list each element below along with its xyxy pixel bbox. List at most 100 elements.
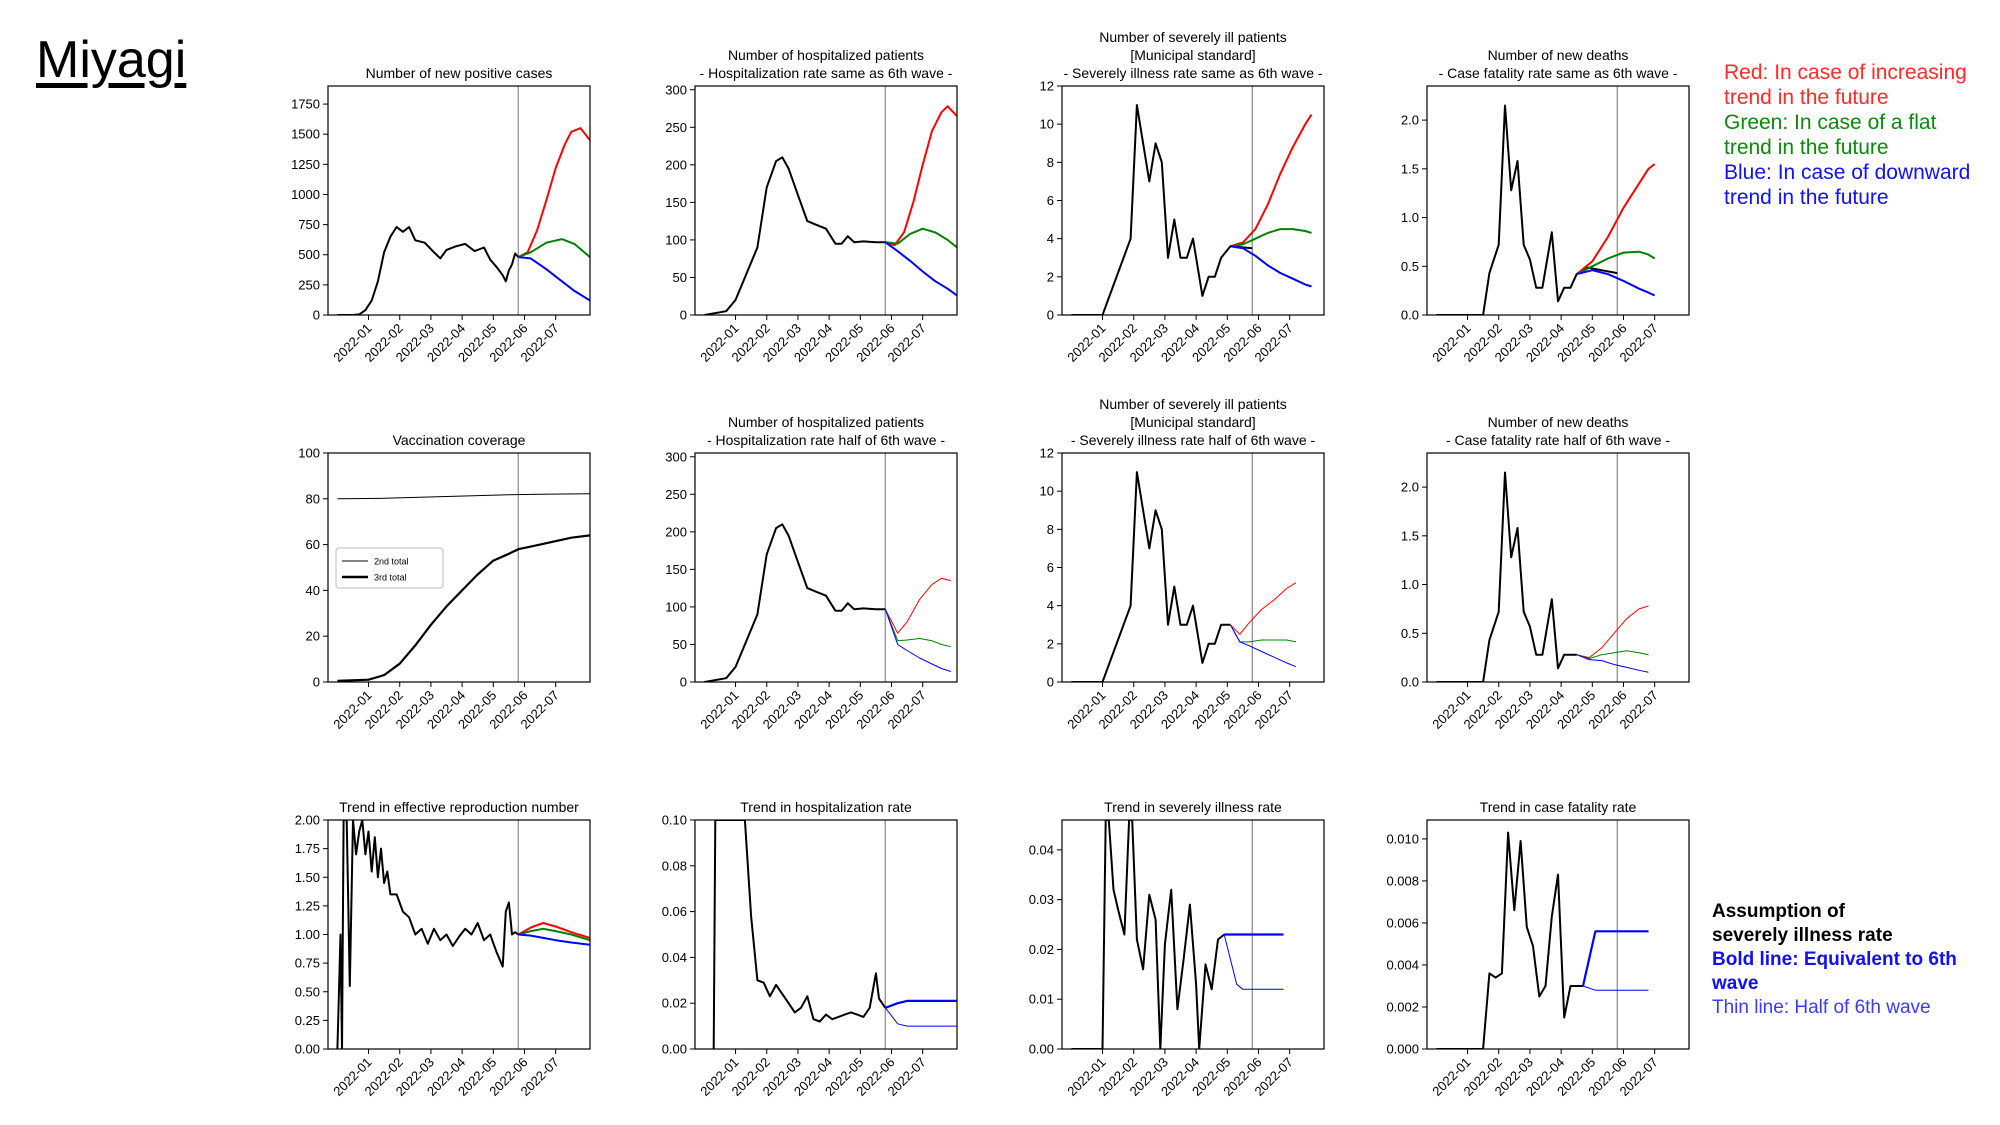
series-group (337, 127, 590, 315)
series-line-blue (518, 933, 590, 946)
y-tick-label: 0 (1047, 675, 1054, 690)
chart-hosp-rate-trend: Trend in hospitalization rate 0.00 0.02 0.0… (662, 799, 958, 1099)
y-tick-label: 10 (1040, 484, 1054, 499)
chart-deaths-half: Number of new deaths - Case fatality rate… (1401, 414, 1690, 732)
series-line-green (518, 927, 590, 942)
chart-title: - Severely illness rate half of 6th wave… (1071, 432, 1316, 448)
inner-legend-label: 2nd total (374, 557, 409, 567)
y-tick-label: 0.00 (662, 1042, 687, 1057)
y-tick-label: 4 (1047, 231, 1054, 246)
series-line-green (884, 609, 951, 648)
y-tick-label: 8 (1047, 522, 1054, 537)
y-tick-label: 0.04 (662, 950, 687, 965)
assumption-bold-1: Bold line: Equivalent to 6th (1712, 949, 1957, 970)
y-tick-label: 80 (306, 491, 320, 506)
y-tick-label: 2.00 (295, 813, 320, 828)
chart-hospitalized-half: Number of hospitalized patients - Hospita… (665, 414, 958, 732)
scenario-legend: Red: In case of increasing trend in the … (1724, 60, 1970, 210)
y-tick-label: 0.00 (295, 1042, 320, 1057)
chart-vaccination: Vaccination coverage0204060801002022-012… (298, 432, 591, 732)
y-tick-label: 0.02 (1029, 942, 1054, 957)
chart-new-positive-cases: Number of new positive cases 0 250 500 750 10… (291, 65, 591, 365)
plot-frame (327, 819, 591, 1050)
legend-blue-line-2: trend in the future (1724, 186, 1889, 209)
y-tick-label: 2 (1047, 636, 1054, 651)
y-tick-label: 200 (665, 524, 687, 539)
chart-title: Trend in effective reproduction number (339, 799, 579, 815)
chart-title: - Case fatality rate same as 6th wave - (1439, 65, 1678, 81)
y-tick-label: 12 (1040, 446, 1054, 461)
y-tick-label: 1.0 (1401, 577, 1419, 592)
plot-frame (694, 85, 958, 316)
y-tick-label: 0.5 (1401, 259, 1419, 274)
series-line-black (1436, 471, 1577, 682)
series-line-black (1436, 831, 1583, 1049)
y-tick-label: 0 (680, 675, 687, 690)
series-line-red (884, 105, 957, 247)
series-group (1436, 471, 1649, 682)
series-group (1071, 104, 1313, 315)
plot-frame (1061, 819, 1325, 1050)
chart-rt-trend: Trend in effective reproduction number 0.… (295, 799, 591, 1099)
series-line-green (1230, 228, 1312, 248)
y-tick-label: 0.10 (662, 813, 687, 828)
legend-red-line-2: trend in the future (1724, 86, 1889, 109)
series-line-black (1071, 820, 1225, 1049)
y-tick-label: 500 (298, 247, 320, 262)
series-line-black (337, 493, 590, 500)
y-tick-label: 100 (665, 599, 687, 614)
series-line-black (712, 820, 887, 1049)
series-line-red (1230, 114, 1313, 248)
y-tick-label: 1.75 (295, 841, 320, 856)
y-tick-label: 0.0 (1401, 675, 1419, 690)
chart-title: - Case fatality rate half of 6th wave - (1446, 432, 1670, 448)
y-tick-label: 100 (665, 232, 687, 247)
plot-frame (1426, 85, 1690, 316)
y-tick-label: 1.50 (295, 870, 320, 885)
series-line-green (885, 227, 957, 249)
chart-title: Number of hospitalized patients (728, 414, 924, 430)
y-tick-label: 0.03 (1029, 892, 1054, 907)
y-tick-label: 0.004 (1386, 957, 1419, 972)
y-tick-label: 0 (313, 308, 320, 323)
series-line-black (704, 523, 886, 682)
chart-title: Number of hospitalized patients (728, 47, 924, 63)
series-line-blue (1576, 269, 1656, 297)
chart-title: Number of new deaths (1488, 414, 1629, 430)
y-tick-label: 0 (680, 308, 687, 323)
series-group (337, 493, 590, 682)
series-line-green (1576, 650, 1649, 660)
series-line-blue (884, 609, 951, 672)
chart-title: Vaccination coverage (393, 432, 526, 448)
series-line-blue (884, 241, 957, 297)
assumption-bold-2: wave (1712, 973, 1759, 994)
chart-title: Number of severely ill patients (1099, 396, 1287, 412)
y-tick-label: 150 (665, 195, 687, 210)
series-line-blue (1229, 624, 1297, 668)
y-tick-label: 2.0 (1401, 480, 1419, 495)
y-tick-label: 50 (673, 270, 687, 285)
series-line-blue (518, 256, 590, 302)
y-tick-label: 0.08 (662, 858, 687, 873)
series-line-red (1576, 605, 1649, 659)
series-line-blue (1576, 654, 1649, 673)
series-line-green (517, 238, 590, 259)
chart-title: Trend in case fatality rate (1480, 799, 1637, 815)
y-tick-label: 1.5 (1401, 161, 1419, 176)
series-group (1436, 831, 1649, 1049)
plot-frame (327, 452, 591, 683)
series-line-red (517, 127, 590, 258)
chart-title: [Municipal standard] (1130, 414, 1255, 430)
chart-severe-rate-trend: Trend in severely illness rate 0.00 0.01 0.… (1029, 799, 1325, 1099)
y-tick-label: 4 (1047, 598, 1054, 613)
series-group (704, 523, 951, 682)
y-tick-label: 0.010 (1386, 831, 1419, 846)
series-line-black (1436, 104, 1618, 315)
chart-title: Trend in hospitalization rate (740, 799, 912, 815)
y-tick-label: 0.008 (1386, 873, 1419, 888)
y-tick-label: 20 (306, 629, 320, 644)
y-tick-label: 250 (298, 277, 320, 292)
plot-frame (1426, 452, 1690, 683)
series-line-blue (1230, 245, 1312, 288)
chart-title: Number of new positive cases (366, 65, 553, 81)
